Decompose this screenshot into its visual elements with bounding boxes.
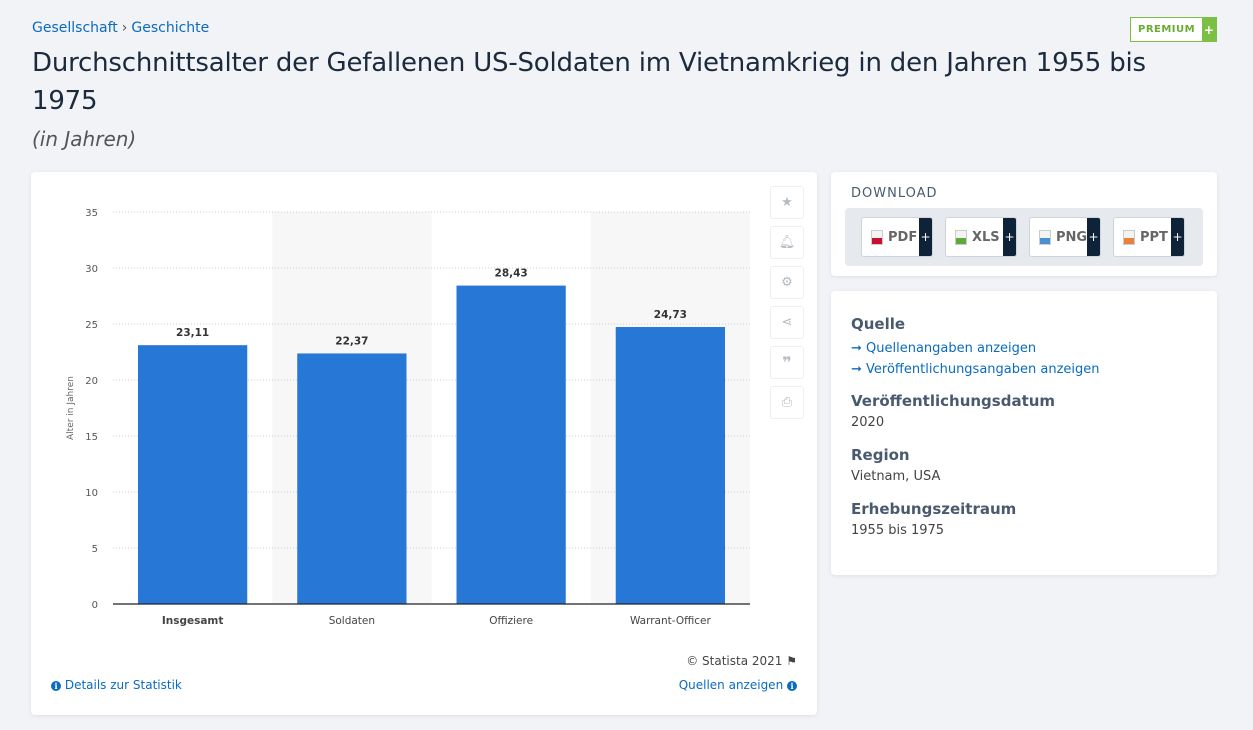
x-tick-label: Offiziere — [489, 615, 533, 627]
download-png-button[interactable]: PNG + — [1029, 217, 1101, 257]
details-label: Details zur Statistik — [64, 678, 182, 692]
details-link[interactable]: i Details zur Statistik — [51, 678, 182, 692]
quote-icon[interactable]: ❞ — [770, 346, 804, 379]
chart-toolbar: ★ 🔔︎ ⚙ ⋖ ❞ ⎙ — [770, 186, 804, 419]
source-link[interactable]: ➞ Quellenangaben anzeigen — [851, 341, 1037, 356]
download-pdf-button[interactable]: PDF + — [861, 217, 933, 257]
ppt-file-icon — [1123, 229, 1135, 245]
sources-link[interactable]: Quellen anzeigen i — [679, 678, 797, 692]
data-label: 22,37 — [335, 335, 368, 347]
breadcrumb: Gesellschaft › Geschichte — [32, 20, 210, 36]
y-tick-label: 10 — [85, 488, 98, 499]
download-label: XLS — [972, 229, 1000, 245]
bar-offiziere — [456, 285, 566, 604]
data-label: 28,43 — [495, 268, 528, 280]
plus-icon: + — [919, 218, 932, 256]
flag-icon[interactable]: ⚑ — [786, 654, 797, 668]
png-file-icon — [1039, 229, 1051, 245]
bar-soldaten — [297, 353, 407, 604]
x-tick-label: Warrant-Officer — [630, 615, 712, 627]
gear-icon[interactable]: ⚙ — [770, 266, 804, 299]
download-label: PNG — [1055, 229, 1088, 245]
print-icon[interactable]: ⎙ — [770, 386, 804, 419]
y-tick-label: 30 — [85, 264, 98, 275]
page-subtitle: (in Jahren) — [32, 127, 137, 151]
breadcrumb-geschichte[interactable]: Geschichte — [131, 20, 210, 36]
x-tick-label: Insgesamt — [162, 615, 224, 627]
download-buttons: PDF + XLS + PNG + PPT + — [845, 208, 1203, 266]
xls-file-icon — [955, 229, 967, 245]
download-ppt-button[interactable]: PPT + — [1113, 217, 1185, 257]
y-tick-label: 25 — [85, 320, 98, 331]
period-value: 1955 bis 1975 — [851, 523, 945, 538]
y-tick-label: 15 — [85, 432, 98, 443]
star-icon[interactable]: ★ — [770, 186, 804, 219]
region-value: Vietnam, USA — [851, 469, 941, 484]
info-icon: i — [51, 681, 61, 691]
y-tick-label: 35 — [85, 208, 98, 219]
download-label: PDF — [888, 229, 918, 245]
premium-label: PREMIUM — [1138, 24, 1196, 35]
sources-label: Quellen anzeigen — [678, 678, 784, 692]
x-tick-label: Soldaten — [329, 615, 375, 627]
premium-badge[interactable]: PREMIUM + — [1130, 17, 1218, 42]
plus-icon: + — [1171, 218, 1184, 256]
download-xls-button[interactable]: XLS + — [945, 217, 1017, 257]
pdf-file-icon — [871, 229, 883, 245]
y-tick-label: 5 — [92, 544, 98, 555]
date-value: 2020 — [851, 415, 885, 430]
download-label: PPT — [1140, 229, 1168, 245]
bell-icon[interactable]: 🔔︎ — [770, 226, 804, 259]
info-icon: i — [787, 681, 797, 691]
source-heading: Quelle — [851, 315, 906, 333]
share-icon[interactable]: ⋖ — [770, 306, 804, 339]
bar-chart: 0 5 10 15 20 25 30 35 Alter in Jahren 23,11 Insges… — [66, 208, 750, 627]
period-heading: Erhebungszeitraum — [851, 500, 1017, 518]
y-tick-label: 0 — [92, 600, 98, 611]
y-tick-label: 20 — [85, 376, 98, 387]
plus-icon: + — [1003, 218, 1016, 256]
plus-icon: + — [1087, 218, 1100, 256]
bar-insgesamt — [138, 345, 248, 604]
data-label: 24,73 — [654, 309, 687, 321]
source-link-label: Quellenangaben anzeigen — [866, 341, 1037, 356]
plus-icon: + — [1202, 18, 1217, 41]
date-heading: Veröffentlichungsdatum — [851, 392, 1056, 410]
meta-panel: Quelle ➞ Quellenangaben anzeigen ➞ Veröf… — [831, 291, 1217, 575]
download-panel: DOWNLOAD PDF + XLS + PNG + PPT + — [831, 172, 1217, 276]
breadcrumb-gesellschaft[interactable]: Gesellschaft — [32, 20, 118, 36]
chart-card: 0 5 10 15 20 25 30 35 Alter in Jahren 23,11 Insges… — [31, 172, 817, 715]
region-heading: Region — [851, 446, 910, 464]
data-label: 23,11 — [176, 327, 209, 339]
publication-link[interactable]: ➞ Veröffentlichungsangaben anzeigen — [851, 362, 1100, 377]
publication-link-label: Veröffentlichungsangaben anzeigen — [866, 362, 1100, 377]
bar-warrant-officer — [615, 327, 725, 604]
y-axis-label: Alter in Jahren — [66, 376, 76, 440]
page-title: Durchschnittsalter der Gefallenen US-Sol… — [32, 48, 1146, 116]
copyright-text: © Statista 2021 — [686, 654, 783, 668]
copyright: © Statista 2021 ⚑ — [686, 654, 797, 668]
download-title: DOWNLOAD — [851, 186, 938, 201]
